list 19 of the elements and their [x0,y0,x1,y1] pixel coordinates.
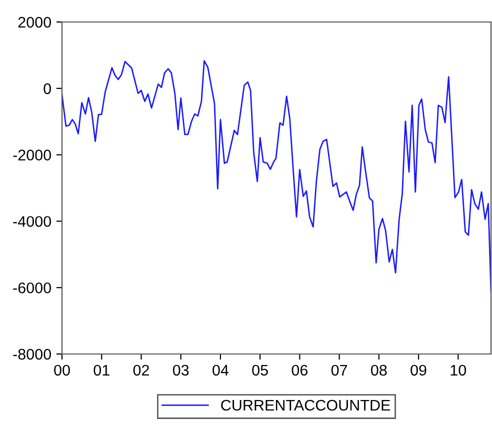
y-tick-label: -8000 [13,348,51,360]
x-tick-label: 01 [94,364,110,376]
x-tick-label: 08 [371,364,387,376]
x-tick-label: 03 [172,364,189,376]
x-tick-label: 02 [133,364,149,376]
y-tick-label: -6000 [13,282,51,294]
x-tick-label: 09 [410,364,426,376]
y-tick-label: 2000 [18,16,51,28]
x-tick-label: 06 [292,364,308,376]
line-series [62,60,492,292]
x-tick-label: 04 [212,364,229,376]
y-tick-label: -2000 [13,150,51,160]
x-tick-label: 10 [450,364,466,376]
legend-label: CURRENTACCOUNTDE [221,400,390,411]
y-tick-label: 0 [44,83,51,94]
x-tick-label: 05 [252,364,268,376]
y-tick-label: -4000 [13,216,51,227]
x-tick-label: 07 [331,364,348,376]
x-tick-label: 00 [54,364,70,376]
